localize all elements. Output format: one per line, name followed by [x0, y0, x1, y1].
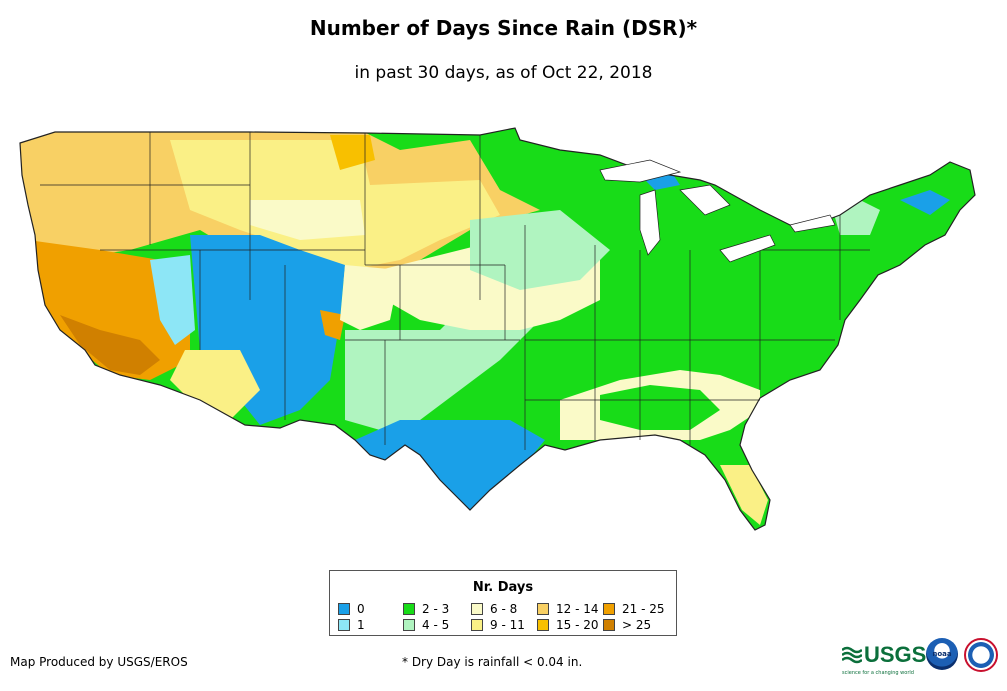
legend-item-21-25: 21 - 25 — [603, 602, 665, 616]
legend-label: > 25 — [622, 618, 652, 632]
region-0 — [355, 420, 545, 515]
us-outline — [19, 127, 976, 531]
legend-swatch — [471, 619, 483, 631]
legend-title: Nr. Days — [472, 580, 534, 595]
legend-label: 2 - 3 — [422, 602, 450, 616]
legend-item-9-11: 9 - 11 — [471, 618, 525, 632]
legend-swatch — [537, 619, 549, 631]
state-boundaries — [40, 132, 870, 450]
legend-item-6-8: 6 - 8 — [471, 602, 517, 616]
legend-item-0: 0 — [338, 602, 365, 616]
usgs-tagline: science for a changing world — [842, 670, 914, 676]
map-subtitle: in past 30 days, as of Oct 22, 2018 — [354, 63, 653, 83]
great-lakes — [599, 159, 836, 263]
region-9-11 — [170, 350, 260, 420]
legend-swatch — [403, 603, 415, 615]
legend-label: 12 - 14 — [556, 602, 599, 616]
legend-label: 1 — [357, 618, 365, 632]
legend-label: 15 - 20 — [556, 618, 599, 632]
legend-label: 4 - 5 — [422, 618, 450, 632]
region-21-25 — [28, 240, 190, 380]
legend-swatch — [603, 603, 615, 615]
legend-swatch — [537, 603, 549, 615]
legend-label: 0 — [357, 602, 365, 616]
legend-swatch — [338, 603, 350, 615]
legend-swatch — [338, 619, 350, 631]
legend-item-15-20: 15 - 20 — [537, 618, 599, 632]
usgs-logo-text: USGS — [864, 642, 927, 667]
legend-label: 6 - 8 — [490, 602, 518, 616]
legend: Nr. Days 0 1 2 - 3 4 - 5 6 - 8 9 - 11 12… — [329, 570, 677, 636]
usgs-logo: USGS — [842, 642, 926, 668]
noaa-logo: noaa — [926, 638, 958, 670]
legend-swatch — [403, 619, 415, 631]
legend-label: 21 - 25 — [622, 602, 665, 616]
legend-item-2-3: 2 - 3 — [403, 602, 449, 616]
region-6-8 — [250, 200, 365, 240]
agency-logos: USGS science for a changing world noaa N… — [842, 636, 1002, 678]
region-over-25 — [60, 315, 160, 375]
region-0 — [900, 190, 950, 215]
map-title: Number of Days Since Rain (DSR)* — [309, 16, 698, 40]
region-21-25 — [320, 310, 345, 340]
legend-item-over-25: > 25 — [603, 618, 651, 632]
usgs-wave-icon — [842, 646, 862, 664]
legend-item-1: 1 — [338, 618, 365, 632]
dry-day-footnote: * Dry Day is rainfall < 0.04 in. — [402, 655, 583, 669]
nws-logo: National Weather Service — [964, 638, 998, 672]
legend-swatch — [603, 619, 615, 631]
us-dsr-map — [19, 127, 976, 531]
region-15-20 — [330, 135, 375, 170]
legend-swatch — [471, 603, 483, 615]
legend-item-12-14: 12 - 14 — [537, 602, 599, 616]
legend-label: 9 - 11 — [490, 618, 525, 632]
region-1 — [150, 255, 195, 345]
legend-item-4-5: 4 - 5 — [403, 618, 449, 632]
map-credit: Map Produced by USGS/EROS — [10, 655, 188, 669]
region-9-11 — [720, 465, 768, 525]
